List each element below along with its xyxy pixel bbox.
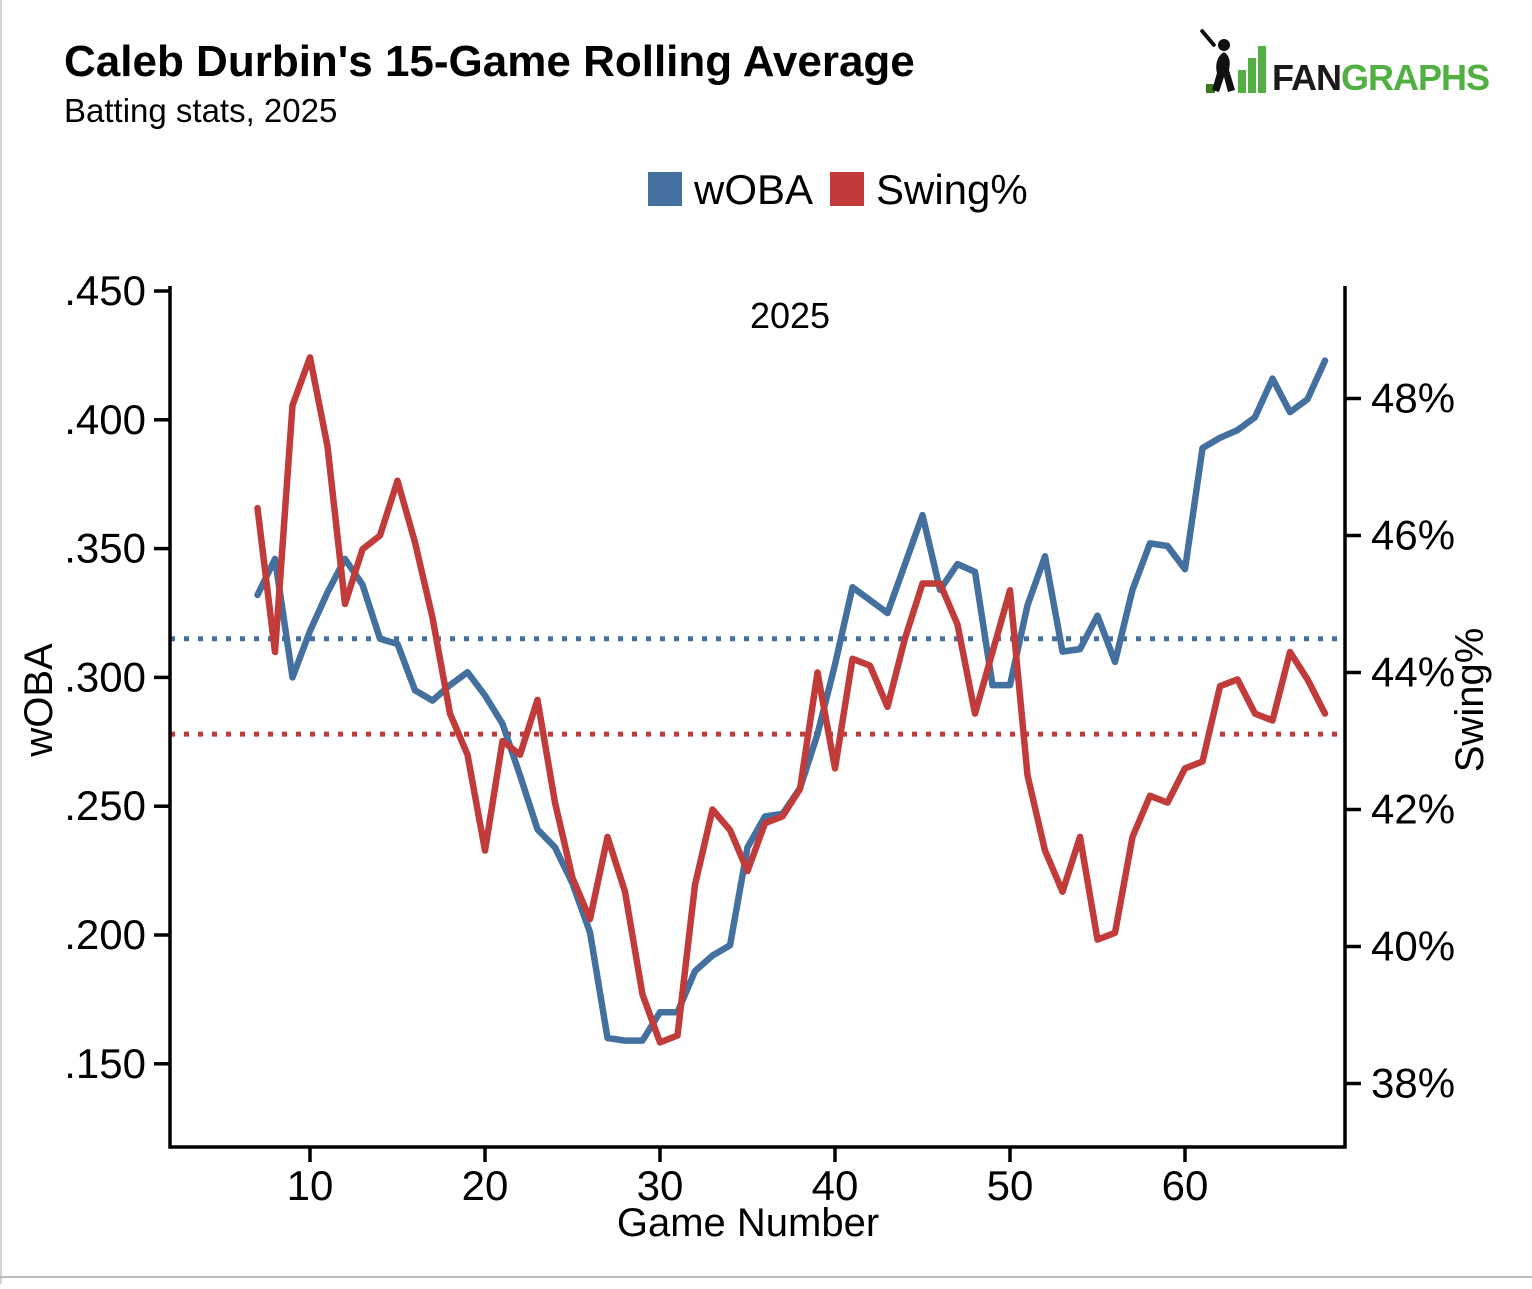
x-tick-label: 10 (287, 1162, 334, 1209)
logo-bar-2 (1248, 58, 1256, 93)
right-axis-title: Swing% (1448, 628, 1492, 773)
x-tick-label: 20 (462, 1162, 509, 1209)
y-left-tick-label: .150 (64, 1040, 146, 1087)
series-line-woba (254, 357, 1329, 1044)
y-right-tick-label: 40% (1371, 923, 1455, 970)
left-axis-title: wOBA (17, 643, 61, 758)
legend-swatch-swing (830, 172, 864, 206)
legend-swatch-woba (648, 172, 682, 206)
plot-frame (168, 286, 1347, 1149)
logo-text-fan: FAN (1272, 57, 1341, 98)
page-subtitle: Batting stats, 2025 (64, 92, 337, 129)
y-left-tick-label: .450 (64, 267, 146, 314)
y-left-tick-label: .200 (64, 911, 146, 958)
y-right-tick-label: 42% (1371, 786, 1455, 833)
chart-legend: wOBA Swing% (648, 166, 1028, 213)
x-tick-label: 60 (1162, 1162, 1209, 1209)
y-right-tick-label: 48% (1371, 375, 1455, 422)
logo-text-graphs: GRAPHS (1341, 57, 1489, 98)
fangraphs-batter-icon (1200, 29, 1266, 93)
x-tick-label: 50 (987, 1162, 1034, 1209)
axes (168, 286, 1347, 1149)
y-right-tick-label: 38% (1371, 1060, 1455, 1107)
league-average-lines (170, 636, 1345, 737)
series-line-swing (254, 354, 1329, 1046)
page-title: Caleb Durbin's 15-Game Rolling Average (64, 37, 915, 86)
logo-wordmark: FANGRAPHS (1272, 57, 1489, 98)
window-bottom-border (0, 1276, 1532, 1278)
y-left-tick-label: .300 (64, 653, 146, 700)
fangraphs-logo: FANGRAPHS (1200, 29, 1490, 98)
axis-ticks-and-labels: .450 .400 .350 .300 .250 .200 .150 48% 46% 44% 42%… (64, 267, 1455, 1209)
window-left-border (0, 0, 2, 1284)
logo-bar-1 (1238, 70, 1246, 93)
season-annotation: 2025 (750, 295, 830, 336)
y-right-tick-label: 46% (1371, 512, 1455, 559)
y-left-tick-label: .350 (64, 525, 146, 572)
x-tick-label: 40 (812, 1162, 859, 1209)
y-right-tick-label: 44% (1371, 649, 1455, 696)
legend-label-swing: Swing% (876, 166, 1028, 213)
x-axis-title: Game Number (617, 1201, 879, 1245)
series-lines (254, 354, 1329, 1046)
y-left-tick-label: .250 (64, 782, 146, 829)
legend-label-woba: wOBA (693, 166, 813, 213)
x-tick-label: 30 (637, 1162, 684, 1209)
logo-bar-3 (1258, 46, 1266, 93)
y-left-tick-label: .400 (64, 396, 146, 443)
